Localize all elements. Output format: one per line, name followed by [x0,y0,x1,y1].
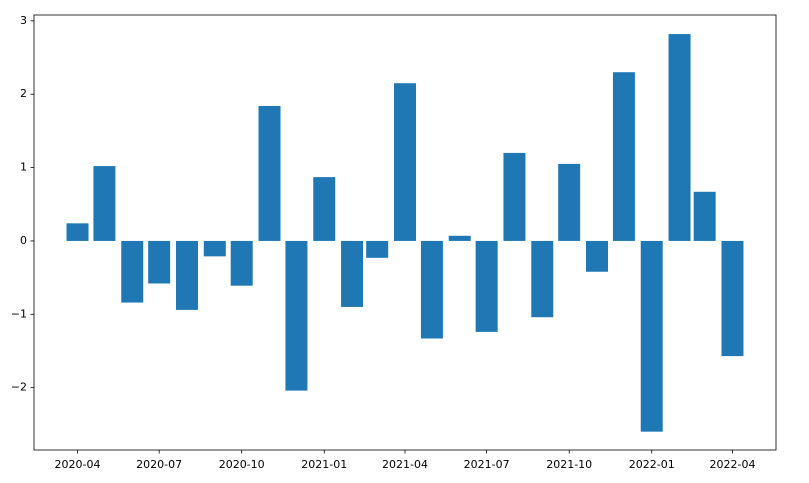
bar [503,152,526,241]
bar [640,240,663,432]
bar [721,240,744,357]
bar [148,240,171,284]
bar [366,240,389,258]
y-tick-label: −2 [11,381,27,394]
bar [558,163,581,241]
y-tick-label: 0 [20,234,27,247]
bar [693,191,716,241]
x-tick-label: 2020-04 [55,458,101,471]
x-tick-label: 2020-07 [136,458,182,471]
bar [612,72,635,241]
bar [175,240,198,310]
bar [121,240,144,303]
bar [203,240,226,257]
x-tick-label: 2022-04 [710,458,756,471]
bar [285,240,308,391]
bar [341,240,364,307]
x-tick-label: 2020-10 [219,458,265,471]
x-tick-label: 2021-10 [546,458,592,471]
bar [420,240,443,339]
bar [394,83,416,241]
bar [668,34,691,241]
x-tick-label: 2021-04 [382,458,428,471]
bar [93,166,116,241]
bar [475,240,498,332]
bar [313,177,336,241]
bar [258,105,281,241]
y-tick-label: 3 [20,14,27,27]
bar [586,240,608,272]
y-tick-label: −1 [11,307,27,320]
bar [448,235,471,241]
bar [66,223,89,241]
y-tick-label: 1 [20,161,27,174]
x-tick-label: 2021-01 [301,458,347,471]
y-tick-label: 2 [20,87,27,100]
x-tick-label: 2022-01 [629,458,675,471]
x-tick-label: 2021-07 [464,458,510,471]
bar [531,240,554,318]
bar [230,240,253,286]
